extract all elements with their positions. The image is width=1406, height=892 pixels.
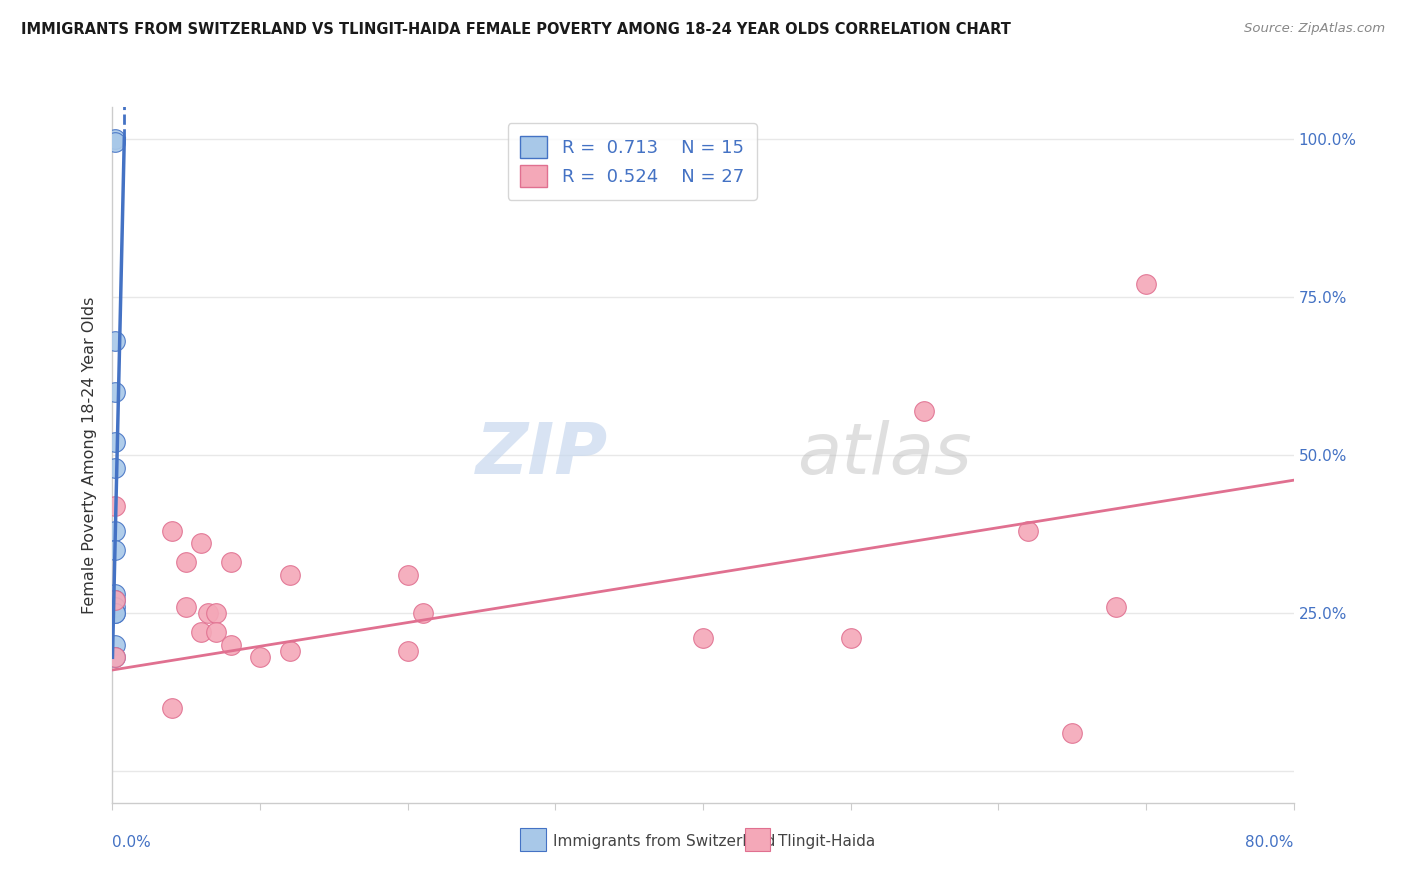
Point: [249, 650, 271, 665]
Point: [205, 606, 228, 620]
Point: [104, 587, 127, 601]
Point: [174, 599, 197, 614]
Text: Source: ZipAtlas.com: Source: ZipAtlas.com: [1244, 22, 1385, 36]
Text: atlas: atlas: [797, 420, 972, 490]
Point: [104, 460, 127, 475]
Point: [396, 644, 419, 658]
Point: [104, 650, 127, 665]
Point: [1062, 726, 1084, 740]
Point: [104, 599, 127, 614]
Legend: R =  0.713    N = 15, R =  0.524    N = 27: R = 0.713 N = 15, R = 0.524 N = 27: [508, 123, 756, 200]
Point: [104, 384, 127, 399]
Text: Immigrants from Switzerland: Immigrants from Switzerland: [553, 834, 775, 849]
Point: [197, 606, 219, 620]
Y-axis label: Female Poverty Among 18-24 Year Olds: Female Poverty Among 18-24 Year Olds: [82, 296, 97, 614]
Point: [104, 524, 127, 538]
Point: [104, 606, 127, 620]
Text: Tlingit-Haida: Tlingit-Haida: [778, 834, 875, 849]
Point: [104, 334, 127, 348]
Text: 0.0%: 0.0%: [112, 836, 152, 850]
Point: [104, 435, 127, 450]
Point: [1105, 599, 1128, 614]
Text: 80.0%: 80.0%: [1246, 836, 1294, 850]
Point: [104, 131, 127, 145]
Point: [219, 556, 242, 570]
Text: ZIP: ZIP: [477, 420, 609, 490]
Point: [411, 606, 433, 620]
Point: [692, 632, 714, 646]
Point: [104, 606, 127, 620]
Point: [160, 524, 183, 538]
Point: [104, 499, 127, 513]
Point: [104, 593, 127, 607]
Point: [174, 556, 197, 570]
Point: [1135, 277, 1157, 292]
Point: [190, 536, 212, 550]
Point: [914, 403, 936, 417]
Point: [396, 568, 419, 582]
Point: [104, 542, 127, 557]
Point: [278, 568, 301, 582]
Point: [205, 625, 228, 640]
Text: IMMIGRANTS FROM SWITZERLAND VS TLINGIT-HAIDA FEMALE POVERTY AMONG 18-24 YEAR OLD: IMMIGRANTS FROM SWITZERLAND VS TLINGIT-H…: [21, 22, 1011, 37]
Point: [278, 644, 301, 658]
Point: [1017, 524, 1039, 538]
Point: [104, 638, 127, 652]
Point: [104, 593, 127, 607]
Point: [219, 638, 242, 652]
Point: [160, 701, 183, 715]
Point: [839, 632, 862, 646]
Point: [104, 135, 127, 149]
Point: [104, 650, 127, 665]
Point: [190, 625, 212, 640]
